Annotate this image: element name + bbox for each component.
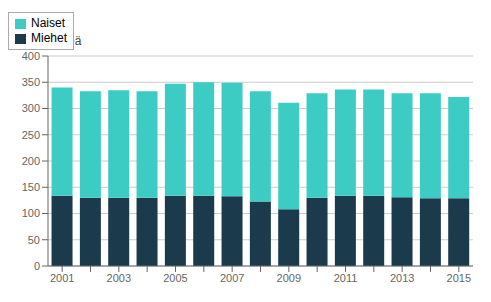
svg-text:300: 300	[22, 102, 40, 114]
svg-text:2005: 2005	[163, 272, 187, 284]
svg-text:400: 400	[22, 50, 40, 62]
svg-text:150: 150	[22, 181, 40, 193]
svg-text:200: 200	[22, 155, 40, 167]
svg-text:100: 100	[22, 207, 40, 219]
svg-text:350: 350	[22, 76, 40, 88]
svg-text:2009: 2009	[277, 272, 301, 284]
svg-text:2011: 2011	[334, 272, 358, 284]
svg-text:50: 50	[28, 234, 40, 246]
html-text:1000 henkeä: 1000 henkeä	[12, 34, 82, 48]
html-text:Miehet: Miehet	[31, 31, 67, 45]
svg-text:2003: 2003	[107, 272, 131, 284]
svg-text:2013: 2013	[390, 272, 414, 284]
svg-text:2007: 2007	[220, 272, 244, 284]
svg-text:250: 250	[22, 129, 40, 141]
html-text:Naiset: Naiset	[31, 16, 65, 30]
svg-text:0: 0	[34, 260, 40, 272]
svg-text:2001: 2001	[50, 272, 74, 284]
svg-text:2015: 2015	[447, 272, 471, 284]
